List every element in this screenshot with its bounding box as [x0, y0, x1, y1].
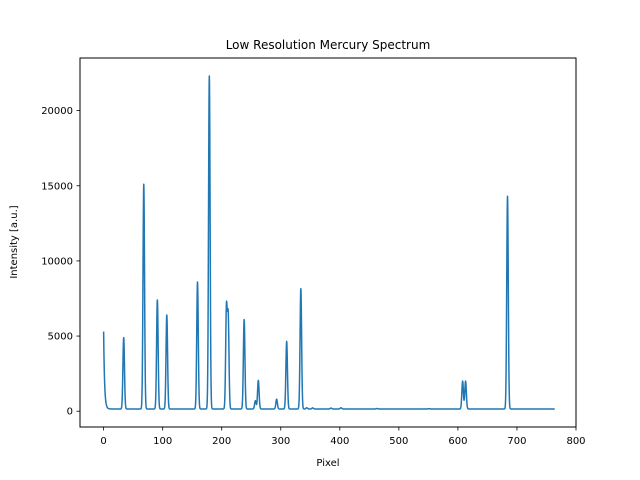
plot-frame	[79, 57, 577, 428]
plot-area	[102, 75, 556, 410]
y-tick-label: 0	[67, 407, 73, 418]
x-tick-label: 300	[271, 436, 290, 447]
y-axis-label: Intensity [a.u.]	[9, 205, 20, 278]
x-axis-label: Pixel	[316, 458, 339, 469]
x-tick-label: 800	[566, 436, 585, 447]
x-tick-label: 400	[330, 436, 349, 447]
y-tick-label: 5000	[48, 332, 73, 343]
x-tick-label: 600	[448, 436, 467, 447]
y-tick-label: 20000	[41, 106, 73, 117]
y-tick-label: 15000	[41, 181, 73, 192]
y-axis: 0 5000 10000 15000 20000	[41, 106, 80, 418]
x-tick-label: 0	[100, 436, 106, 447]
x-axis: 0 100 200 300 400 500 600 700 800	[100, 427, 586, 447]
x-tick-label: 200	[212, 436, 231, 447]
chart-title: Low Resolution Mercury Spectrum	[226, 38, 431, 52]
spectrum-line-0	[102, 75, 556, 410]
x-tick-label: 700	[507, 436, 526, 447]
x-tick-label: 500	[389, 436, 408, 447]
y-tick-label: 10000	[41, 256, 73, 267]
x-tick-label: 100	[153, 436, 172, 447]
